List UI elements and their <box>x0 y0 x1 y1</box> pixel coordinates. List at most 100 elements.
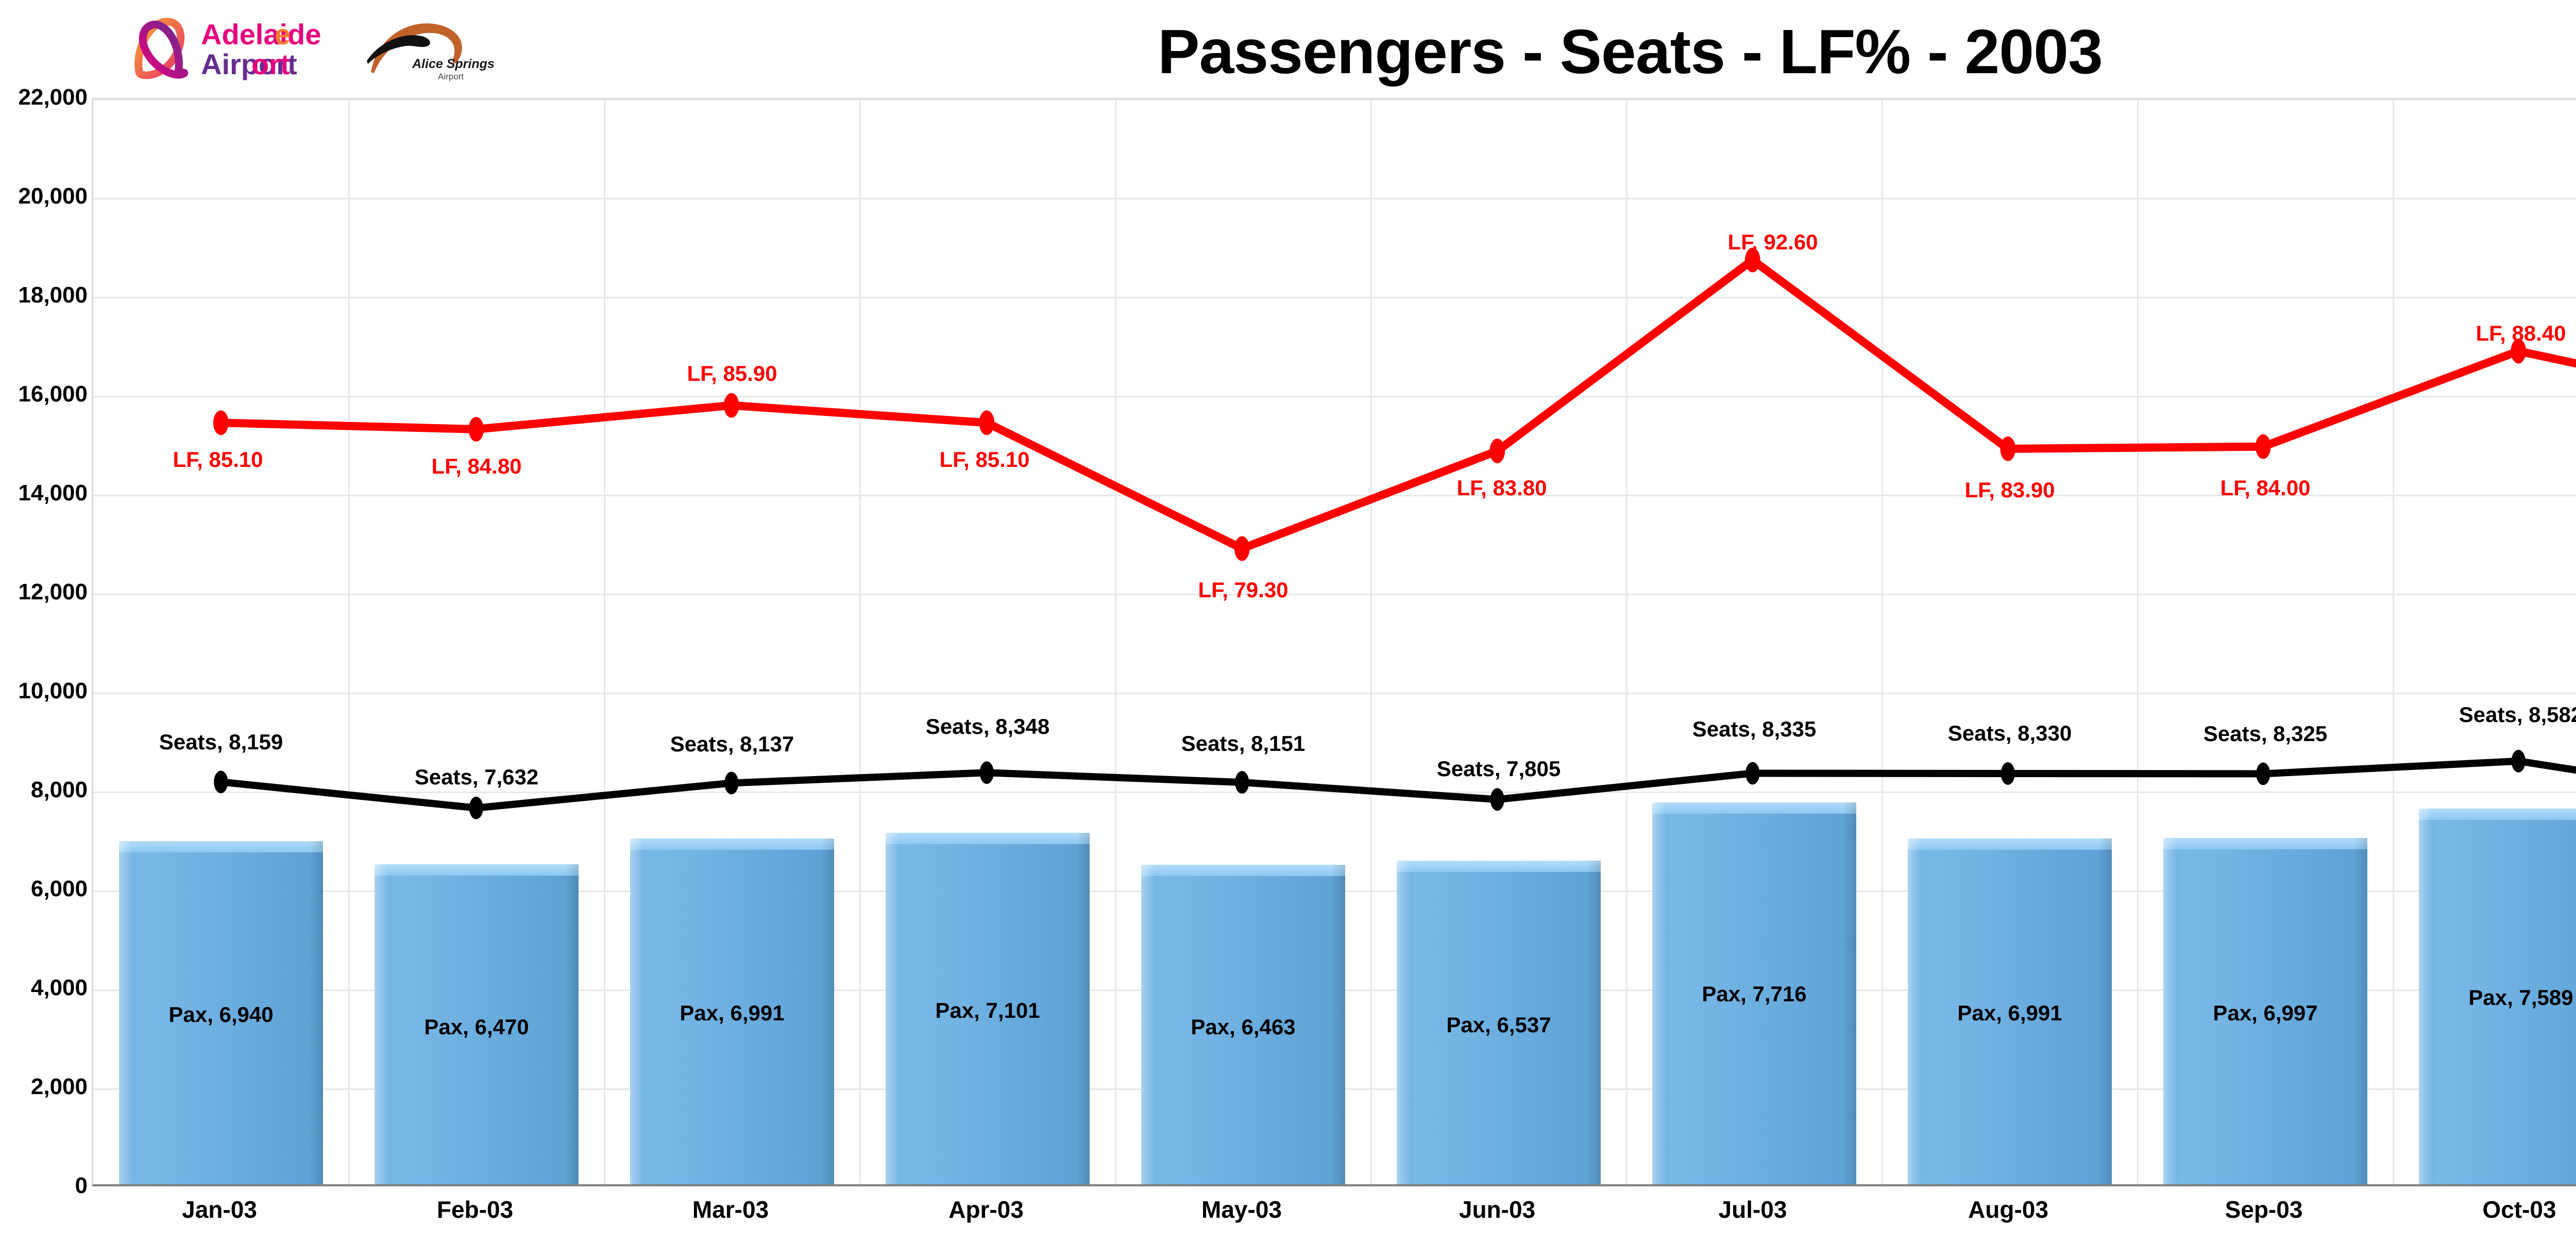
x-axis-labels: Jan-03 Feb-03 Mar-03 Apr-03 May-03 Jun-03 Jul-… <box>92 1196 2576 1257</box>
bar-top-bevel <box>1907 838 2112 850</box>
lf-marker[interactable] <box>2000 436 2016 461</box>
bar-top-bevel <box>1652 802 1857 814</box>
lf-line <box>221 256 2576 553</box>
lf-value-label: LF, 83.80 <box>1456 476 1547 500</box>
lf-marker[interactable] <box>979 410 995 435</box>
bar[interactable]: Pax, 6,537 <box>1396 861 1601 1184</box>
lf-marker[interactable] <box>1744 247 1760 273</box>
seats-marker[interactable] <box>1235 771 1249 794</box>
bar-value-label: Pax, 6,463 <box>1191 1015 1296 1039</box>
gridline-vertical <box>1881 99 1883 1184</box>
seats-marker[interactable] <box>1745 762 1760 785</box>
bar-value-label: Pax, 7,589 <box>2468 985 2573 1010</box>
bar[interactable]: Pax, 6,470 <box>374 864 579 1184</box>
bar-right-bevel <box>821 838 835 1184</box>
x-axis-tick-label: Sep-03 <box>2225 1196 2303 1223</box>
seats-value-label: Seats, 8,151 <box>1181 731 1306 756</box>
lf-value-label: LF, 79.30 <box>1198 578 1289 602</box>
x-axis-tick-label: Oct-03 <box>2482 1196 2556 1223</box>
bar-right-bevel <box>1076 833 1090 1184</box>
alice-springs-airport-logo: Alice Springs Airport <box>367 23 495 81</box>
seats-marker[interactable] <box>724 771 739 795</box>
bar-left-bevel <box>1907 838 1921 1184</box>
x-axis-tick-label: Jun-03 <box>1459 1196 1536 1223</box>
bar[interactable]: Pax, 7,589 <box>2418 809 2576 1184</box>
seats-value-label: Seats, 8,137 <box>670 731 794 756</box>
bar-value-label: Pax, 7,716 <box>1702 982 1807 1006</box>
bar-right-bevel <box>2098 838 2112 1184</box>
seats-marker[interactable] <box>214 770 228 794</box>
gridline-vertical <box>1370 99 1372 1184</box>
seats-value-label: Seats, 8,348 <box>925 714 1050 738</box>
lf-marker[interactable] <box>2511 339 2527 364</box>
seats-value-label: Seats, 8,335 <box>1692 716 1817 741</box>
gridline-vertical <box>2392 99 2394 1184</box>
gridline-horizontal <box>93 98 2576 100</box>
bar-left-bevel <box>2418 809 2432 1184</box>
seats-value-label: Seats, 8,325 <box>2203 721 2328 746</box>
seats-marker[interactable] <box>979 761 994 784</box>
y-axis-tick-label: 20,000 <box>18 183 88 209</box>
seats-marker[interactable] <box>469 796 483 819</box>
gridline-horizontal <box>93 197 2576 199</box>
bar[interactable]: Pax, 6,991 <box>1907 838 2112 1184</box>
bar-top-bevel <box>118 841 324 852</box>
lf-value-label: LF, 92.60 <box>1727 229 1818 254</box>
bar-left-bevel <box>1141 864 1155 1184</box>
y-axis-tick-label: 0 <box>75 1173 88 1198</box>
seats-line <box>221 757 2576 812</box>
svg-text:Airport: Airport <box>438 72 464 81</box>
lf-value-label: LF, 88.40 <box>2476 321 2566 345</box>
bar-right-bevel <box>1332 864 1346 1184</box>
bar-left-bevel <box>1396 861 1410 1184</box>
lf-marker[interactable] <box>1234 536 1250 561</box>
bar-value-label: Pax, 6,991 <box>1957 1001 2062 1026</box>
lf-marker[interactable] <box>2255 434 2271 459</box>
y-axis-tick-label: 18,000 <box>18 282 88 308</box>
bar-top-bevel <box>1396 861 1601 872</box>
plot-area: Pax, 6,940 Pax, 6,470 Pax, 6,991 Pax, 7,101… <box>92 98 2576 1186</box>
seats-marker[interactable] <box>2001 762 2015 785</box>
bar[interactable]: Pax, 6,991 <box>630 838 835 1184</box>
lf-value-label: LF, 83.90 <box>1964 478 2055 502</box>
seats-value-label: Seats, 8,159 <box>159 729 283 754</box>
gridline-horizontal <box>93 692 2576 694</box>
bar-left-bevel <box>1652 802 1666 1184</box>
bar[interactable]: Pax, 7,101 <box>885 833 1090 1184</box>
y-axis-tick-label: 2,000 <box>30 1074 88 1099</box>
line-series-overlay <box>213 247 2576 819</box>
svg-text:Airport: Airport <box>201 48 297 80</box>
lf-marker[interactable] <box>468 416 484 442</box>
gridline-horizontal <box>93 296 2576 298</box>
gridline-horizontal <box>93 593 2576 595</box>
lf-value-label: LF, 84.00 <box>2220 475 2311 500</box>
lf-marker[interactable] <box>723 393 739 418</box>
y-axis-tick-label: 14,000 <box>18 480 88 506</box>
seats-value-label: Seats, 8,330 <box>1947 721 2072 746</box>
bar[interactable]: Pax, 6,997 <box>2163 838 2368 1184</box>
page-title: Passengers - Seats - LF% - 2003 <box>1158 16 2103 87</box>
bar-top-bevel <box>2163 838 2368 850</box>
x-axis-tick-label: Apr-03 <box>948 1196 1024 1223</box>
lf-marker[interactable] <box>1489 439 1505 463</box>
svg-text:Alice Springs: Alice Springs <box>412 57 495 71</box>
adelaide-airport-logo: Adelaide Airport e ort <box>134 18 321 80</box>
seats-marker[interactable] <box>1490 788 1504 811</box>
gridline-vertical <box>1625 99 1628 1184</box>
bar[interactable]: Pax, 7,716 <box>1652 802 1857 1184</box>
y-axis-tick-label: 10,000 <box>18 678 88 703</box>
y-axis-tick-label: 12,000 <box>18 579 88 605</box>
x-axis-tick-label: Jul-03 <box>1718 1196 1787 1223</box>
x-axis-tick-label: Jan-03 <box>182 1196 257 1223</box>
y-axis-tick-label: 8,000 <box>30 777 88 802</box>
lf-marker[interactable] <box>213 410 229 435</box>
y-axis-tick-label: 4,000 <box>30 975 88 1000</box>
seats-marker[interactable] <box>2511 749 2526 773</box>
chart-header: Adelaide Airport e ort Alice Springs Air… <box>0 0 2576 98</box>
lf-value-label: LF, 85.90 <box>687 361 777 385</box>
seats-marker[interactable] <box>2256 762 2270 785</box>
bar-left-bevel <box>374 864 388 1184</box>
bar[interactable]: Pax, 6,463 <box>1141 864 1346 1184</box>
bar[interactable]: Pax, 6,940 <box>118 841 324 1184</box>
x-axis-tick-label: May-03 <box>1201 1196 1282 1223</box>
